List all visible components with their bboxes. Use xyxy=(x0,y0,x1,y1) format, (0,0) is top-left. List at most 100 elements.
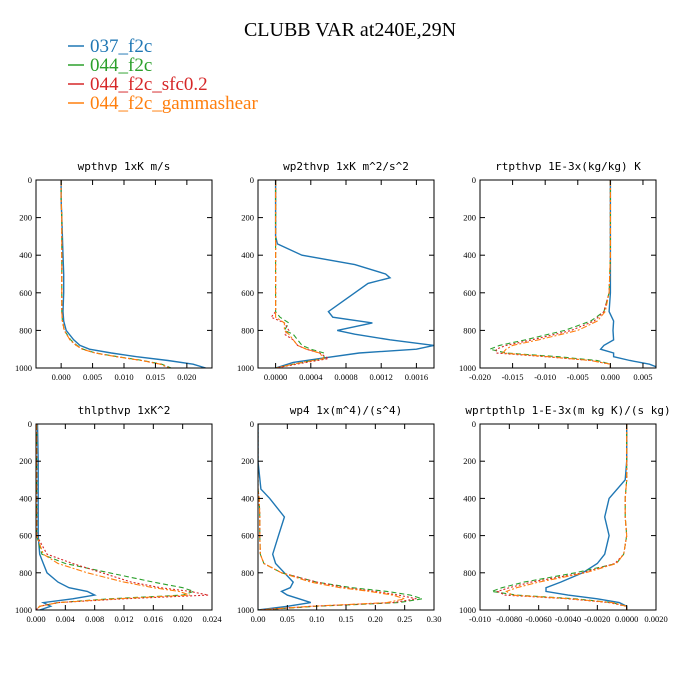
ytick-label-4-4: 800 xyxy=(241,568,254,578)
xtick-label-4-3: 0.15 xyxy=(339,614,354,624)
ytick-label-3-3: 600 xyxy=(19,531,32,541)
ytick-label-1-1: 200 xyxy=(241,213,254,223)
ytick-label-1-4: 800 xyxy=(241,325,254,335)
xtick-label-5-6: 0.0020 xyxy=(644,614,667,624)
xtick-label-2-0: -0.020 xyxy=(469,372,491,382)
plot-frame-1 xyxy=(257,179,435,369)
ytick-label-5-2: 400 xyxy=(463,493,476,503)
ytick-label-2-1: 200 xyxy=(463,213,476,223)
xtick-label-3-2: 0.008 xyxy=(85,614,104,624)
panel-title-3: thlpthvp 1xK^2 xyxy=(78,404,171,417)
legend-label-2: 044_f2c_sfc0.2 xyxy=(90,74,208,95)
ytick-label-2-5: 1000 xyxy=(459,363,476,373)
xtick-label-3-4: 0.016 xyxy=(144,614,163,624)
xtick-label-2-4: 0.000 xyxy=(601,372,620,382)
xtick-label-4-2: 0.10 xyxy=(309,614,324,624)
ytick-label-5-5: 1000 xyxy=(459,605,476,615)
xtick-label-4-1: 0.05 xyxy=(280,614,295,624)
xtick-label-2-5: 0.005 xyxy=(633,372,652,382)
ytick-label-3-2: 400 xyxy=(19,493,32,503)
ytick-label-0-5: 1000 xyxy=(15,363,32,373)
panel-0: wpthvp 1xK m/s 0 200 400 600 800 1000 0.000 0.00… xyxy=(15,160,213,382)
ytick-label-5-4: 800 xyxy=(463,568,476,578)
panel-2: rtpthvp 1E-3x(kg/kg) K02004006008001000-… xyxy=(459,160,657,382)
ytick-label-2-3: 600 xyxy=(463,288,476,298)
xtick-label-1-1: 0.0004 xyxy=(299,372,323,382)
xtick-label-3-5: 0.020 xyxy=(173,614,192,624)
series-line-1-0 xyxy=(274,180,434,368)
panel-1: wp2thvp 1xK m^2/s^2 0 200 400 600 800 1000 0.00… xyxy=(237,160,435,382)
xtick-label-0-4: 0.020 xyxy=(177,372,196,382)
xtick-label-4-6: 0.30 xyxy=(427,614,442,624)
series-line-5-3 xyxy=(505,424,628,610)
xtick-label-0-1: 0.005 xyxy=(83,372,102,382)
ytick-label-0-0: 0 xyxy=(28,175,32,185)
legend-label-1: 044_f2c xyxy=(90,55,152,76)
series-line-4-1 xyxy=(258,424,423,610)
plot-frame-5 xyxy=(479,423,657,611)
series-line-0-1 xyxy=(60,180,172,368)
ytick-label-4-1: 200 xyxy=(241,456,254,466)
panel-5: wprtpthlp 1-E-3x(m kg K)/(s kg) 0 200 400 60… xyxy=(459,404,671,624)
xtick-label-5-1: -0.0080 xyxy=(496,614,522,624)
xtick-label-5-0: -0.010 xyxy=(469,614,491,624)
ytick-label-3-0: 0 xyxy=(28,419,32,429)
xtick-label-4-5: 0.25 xyxy=(397,614,412,624)
ytick-label-1-3: 600 xyxy=(241,288,254,298)
xtick-label-4-0: 0.00 xyxy=(251,614,266,624)
xtick-label-3-0: 0.000 xyxy=(26,614,45,624)
plot-frame-0 xyxy=(35,179,213,369)
ytick-label-3-5: 1000 xyxy=(15,605,32,615)
ytick-label-0-1: 200 xyxy=(19,213,32,223)
series-line-3-0 xyxy=(36,424,97,610)
ytick-label-1-0: 0 xyxy=(250,175,254,185)
panel-title-1: wp2thvp 1xK m^2/s^2 xyxy=(283,160,409,173)
xtick-label-1-2: 0.0008 xyxy=(334,372,357,382)
xtick-label-5-3: -0.0040 xyxy=(555,614,581,624)
panel-title-0: wpthvp 1xK m/s xyxy=(78,160,171,173)
xtick-label-0-2: 0.010 xyxy=(114,372,133,382)
ytick-label-4-0: 0 xyxy=(250,419,254,429)
xtick-label-5-5: 0.0000 xyxy=(615,614,638,624)
xtick-label-4-4: 0.20 xyxy=(368,614,383,624)
series-line-0-0 xyxy=(60,180,206,368)
ytick-label-0-3: 600 xyxy=(19,288,32,298)
series-line-2-3 xyxy=(501,180,611,368)
figure-title: CLUBB VAR at240E,29N xyxy=(244,19,456,41)
ytick-label-0-2: 400 xyxy=(19,250,32,260)
series-line-0-3 xyxy=(60,180,170,368)
xtick-label-0-3: 0.015 xyxy=(146,372,165,382)
series-line-4-0 xyxy=(258,424,312,610)
ytick-label-5-3: 600 xyxy=(463,531,476,541)
ytick-label-0-4: 800 xyxy=(19,325,32,335)
xtick-label-3-1: 0.004 xyxy=(56,614,76,624)
ytick-label-2-4: 800 xyxy=(463,325,476,335)
ytick-label-4-3: 600 xyxy=(241,531,254,541)
series-line-2-2 xyxy=(495,180,611,368)
panel-title-4: wp4 1x(m^4)/(s^4) xyxy=(290,404,403,417)
xtick-label-1-0: 0.0000 xyxy=(264,372,287,382)
panel-title-5: wprtpthlp 1-E-3x(m kg K)/(s kg) xyxy=(465,404,670,417)
ytick-label-5-1: 200 xyxy=(463,456,476,466)
xtick-label-1-4: 0.0016 xyxy=(405,372,428,382)
xtick-label-5-4: -0.0020 xyxy=(584,614,610,624)
series-line-2-1 xyxy=(487,180,611,368)
ytick-label-3-4: 800 xyxy=(19,568,32,578)
ytick-label-1-5: 1000 xyxy=(237,363,254,373)
series-line-0-2 xyxy=(60,180,170,368)
xtick-label-0-0: 0.000 xyxy=(52,372,71,382)
series-line-1-1 xyxy=(275,180,325,368)
xtick-label-5-2: -0.0060 xyxy=(526,614,552,624)
series-line-3-1 xyxy=(36,424,196,610)
ytick-label-2-0: 0 xyxy=(472,175,476,185)
series-line-2-0 xyxy=(599,180,656,368)
legend: 037_f2c044_f2c044_f2c_sfc0.2044_f2c_gamm… xyxy=(68,36,258,114)
series-line-4-3 xyxy=(258,424,407,610)
series-line-4-2 xyxy=(258,424,417,610)
ytick-label-4-2: 400 xyxy=(241,493,254,503)
ytick-label-3-1: 200 xyxy=(19,456,32,466)
series-line-5-0 xyxy=(545,424,628,610)
